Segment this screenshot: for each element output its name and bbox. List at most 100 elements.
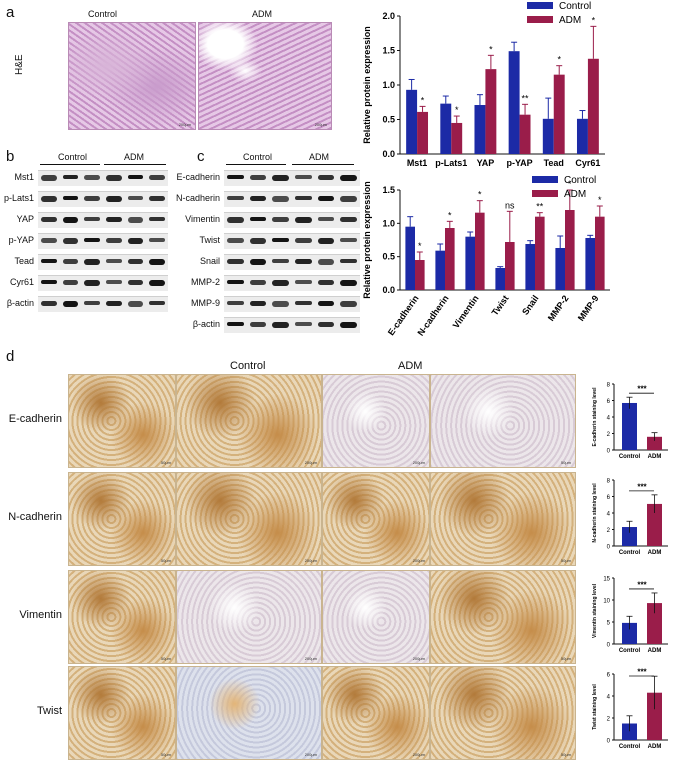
- blot-c-row: [224, 296, 360, 312]
- ihc-image: 50μm: [430, 666, 576, 760]
- blot-row-label: Twist: [199, 235, 220, 245]
- y-tick-label: 0.5: [382, 252, 395, 262]
- x-tick-label: Control: [619, 648, 641, 654]
- bar-control: [508, 51, 520, 154]
- ihc-group-control: Control: [230, 360, 266, 372]
- protein-band: [106, 196, 122, 202]
- protein-band: [149, 238, 165, 242]
- staining-chart: 0 2 4 6 8 E-cadherin staining level Control ADM…: [592, 383, 668, 460]
- he-image-adm: 200μm: [198, 22, 332, 130]
- bar-adm: [587, 58, 599, 154]
- bar-control: [435, 250, 445, 290]
- blot-c-control-line: [226, 164, 286, 165]
- bar-control: [525, 244, 535, 290]
- bar-control: [585, 238, 595, 290]
- x-tick-label: MMP-2: [546, 293, 571, 322]
- blot-row-label: YAP: [16, 214, 34, 224]
- protein-band: [317, 280, 335, 285]
- blot-row-label: Mst1: [14, 172, 34, 182]
- x-tick-label: Control: [619, 454, 641, 460]
- y-axis-label: N-cadherin staining level: [592, 483, 598, 543]
- blot-row-label: β-actin: [192, 319, 220, 329]
- staining-chart: 0 2 4 6 Twist staining level Control ADM ***: [592, 668, 668, 750]
- bar-adm: [505, 242, 515, 290]
- blot-row-label: p-Lats1: [3, 193, 34, 203]
- panel-letter-d: d: [6, 348, 15, 365]
- bar-control: [542, 118, 554, 154]
- protein-band: [62, 238, 79, 244]
- significance-label: *: [421, 95, 425, 105]
- ihc-image: 50μm: [68, 666, 176, 760]
- chart-emt-proteins: 0.0 0.5 1.0 1.5 Relative protein expression *…: [362, 175, 610, 338]
- bar-adm: [519, 114, 531, 154]
- x-tick-label: ADM: [648, 454, 662, 460]
- y-tick-label: 0.0: [382, 285, 395, 295]
- chart-hippo-proteins: 0.0 0.5 1.0 1.5 2.0 Relative protein expressi…: [362, 1, 605, 168]
- protein-band: [317, 238, 335, 244]
- x-tick-label: Twist: [490, 293, 511, 317]
- ihc-row-label: E-cadherin: [8, 413, 62, 425]
- ihc-image: 50μm: [430, 472, 576, 566]
- scale-label: 200μm: [178, 122, 191, 127]
- significance-label: *: [478, 190, 482, 200]
- protein-band: [272, 238, 289, 242]
- blot-row-label: Cyr61: [9, 277, 34, 287]
- protein-band: [295, 238, 312, 243]
- y-tick-label: 0: [607, 449, 611, 455]
- y-tick-label: 0: [607, 739, 611, 745]
- protein-band: [149, 259, 165, 265]
- y-tick-label: 4: [607, 512, 611, 518]
- protein-band: [317, 259, 335, 265]
- protein-band: [149, 217, 165, 221]
- blot-row-label: Tead: [14, 256, 34, 266]
- scale-label: 200μm: [412, 558, 425, 563]
- protein-band: [62, 280, 79, 285]
- protein-band: [127, 217, 144, 223]
- protein-band: [84, 259, 100, 265]
- y-tick-label: 6: [607, 673, 611, 679]
- significance-label: *: [592, 15, 596, 25]
- protein-band: [249, 238, 267, 244]
- protein-band: [295, 175, 312, 179]
- protein-band: [84, 196, 100, 201]
- protein-band: [340, 259, 357, 263]
- ihc-row-label: N-cadherin: [8, 511, 62, 523]
- protein-band: [127, 280, 144, 285]
- x-tick-label: YAP: [477, 158, 495, 168]
- x-tick-label: p-Lats1: [435, 158, 467, 168]
- protein-band: [317, 301, 335, 306]
- panel-letter-a: a: [6, 4, 15, 21]
- ihc-group-adm: ADM: [398, 360, 423, 372]
- blot-row-label: p-YAP: [8, 235, 34, 245]
- x-tick-label: Control: [619, 550, 641, 556]
- staining-chart: 0 5 10 15 Vimentin staining level Control ADM *…: [592, 577, 668, 654]
- protein-band: [41, 175, 57, 181]
- protein-band: [106, 238, 122, 243]
- blot-c-row: [224, 191, 360, 207]
- significance-label: *: [448, 210, 452, 220]
- y-axis-label: Relative protein expression: [362, 26, 372, 144]
- protein-band: [227, 175, 244, 179]
- protein-band: [295, 301, 312, 305]
- blot-c-group-adm: ADM: [309, 152, 329, 162]
- protein-band: [317, 196, 335, 201]
- blot-b-row: [38, 191, 168, 207]
- scale-label: 50μm: [560, 752, 571, 757]
- legend-label-control: Control: [559, 1, 591, 12]
- scale-label: 200μm: [304, 752, 317, 757]
- ihc-image: 50μm: [68, 570, 176, 664]
- scale-label: 50μm: [560, 656, 571, 661]
- bar-control: [406, 89, 418, 154]
- protein-band: [272, 175, 289, 181]
- protein-band: [249, 217, 267, 221]
- protein-band: [127, 301, 144, 307]
- bar-control: [622, 402, 637, 450]
- protein-band: [149, 175, 165, 180]
- protein-band: [295, 217, 312, 223]
- bar-adm: [475, 212, 485, 290]
- blot-b-row: [38, 275, 168, 291]
- y-tick-label: 1.0: [382, 218, 395, 228]
- y-axis-label: Relative protein expression: [362, 181, 372, 299]
- protein-band: [272, 217, 289, 222]
- protein-band: [149, 196, 165, 201]
